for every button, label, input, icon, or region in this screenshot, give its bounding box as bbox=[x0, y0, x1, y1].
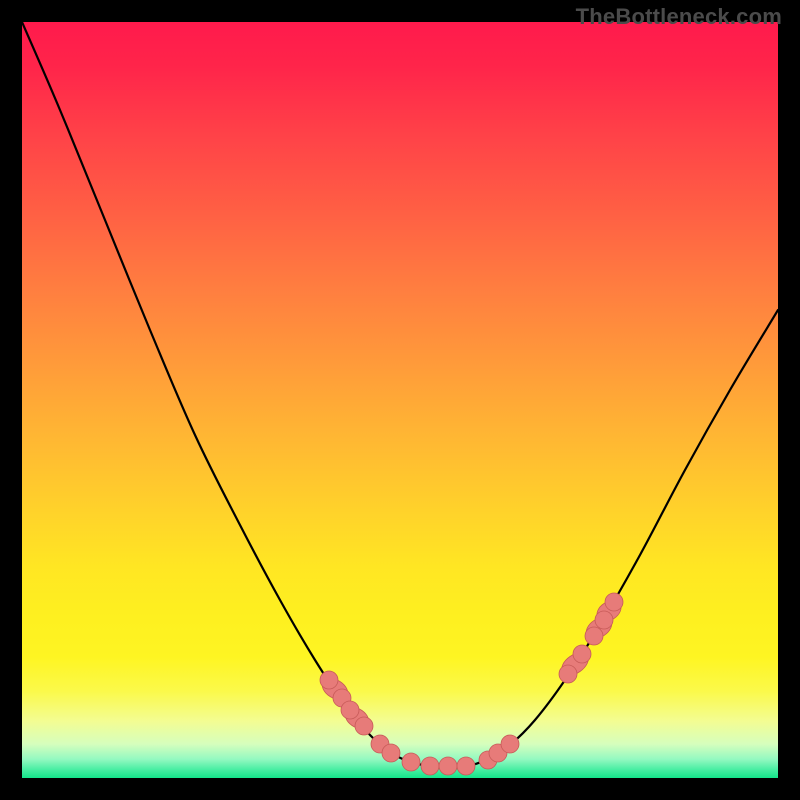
data-marker bbox=[457, 757, 475, 775]
data-marker bbox=[605, 593, 623, 611]
data-marker bbox=[559, 665, 577, 683]
bottleneck-chart bbox=[0, 0, 800, 800]
data-marker bbox=[595, 611, 613, 629]
data-marker bbox=[382, 744, 400, 762]
data-marker bbox=[341, 701, 359, 719]
data-marker bbox=[501, 735, 519, 753]
watermark-text: TheBottleneck.com bbox=[576, 4, 782, 30]
data-marker bbox=[402, 753, 420, 771]
data-marker bbox=[585, 627, 603, 645]
data-marker bbox=[355, 717, 373, 735]
data-marker bbox=[421, 757, 439, 775]
data-marker bbox=[320, 671, 338, 689]
chart-frame: TheBottleneck.com bbox=[0, 0, 800, 800]
data-marker bbox=[573, 645, 591, 663]
data-marker bbox=[439, 757, 457, 775]
plot-background bbox=[22, 22, 778, 778]
